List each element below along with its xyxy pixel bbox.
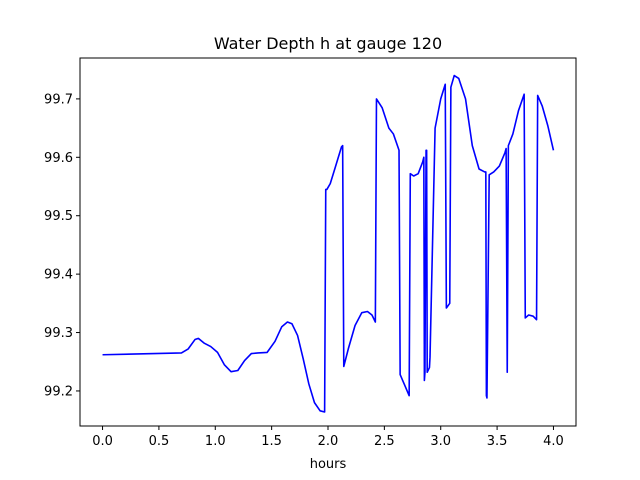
chart-title: Water Depth h at gauge 120 <box>214 34 442 53</box>
y-tick-label: 99.7 <box>44 92 73 107</box>
plot-area <box>102 74 555 413</box>
x-axis-ticks: 0.0 0.5 1.0 1.5 2.0 2.5 3.0 3.5 4.0 <box>92 426 564 449</box>
x-tick-label: 3.0 <box>430 434 451 449</box>
x-tick-label: 3.5 <box>487 434 508 449</box>
x-tick-label: 4.0 <box>543 434 564 449</box>
x-tick-label: 2.0 <box>318 434 339 449</box>
x-tick-label: 0.0 <box>92 434 113 449</box>
series-line-0 <box>102 74 555 413</box>
y-tick-label: 99.4 <box>44 268 73 283</box>
x-tick-label: 0.5 <box>149 434 170 449</box>
y-tick-label: 99.2 <box>44 384 73 399</box>
y-tick-label: 99.5 <box>44 209 73 224</box>
y-tick-label: 99.6 <box>44 151 73 166</box>
x-tick-label: 1.0 <box>205 434 226 449</box>
x-tick-label: 1.5 <box>261 434 282 449</box>
x-axis-title: hours <box>310 457 347 472</box>
plot-frame <box>79 57 577 427</box>
y-axis-ticks: 99.2 99.3 99.4 99.5 99.6 99.7 <box>44 92 80 399</box>
x-tick-label: 2.5 <box>374 434 395 449</box>
y-tick-label: 99.3 <box>44 326 73 341</box>
